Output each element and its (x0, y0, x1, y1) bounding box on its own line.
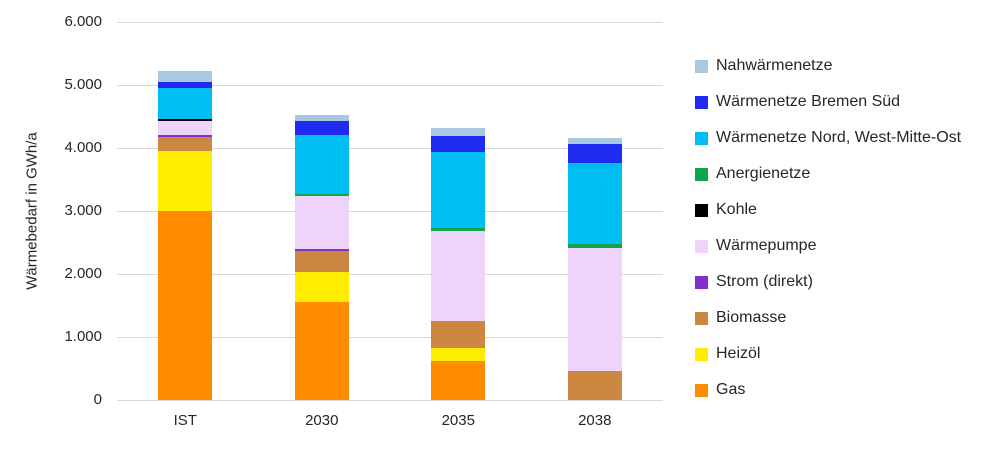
legend-item-wärmenetze-nord-west-mitte-ost: Wärmenetze Nord, West-Mitte-Ost (695, 120, 985, 156)
bar-ist-segment-kohle (158, 119, 213, 122)
y-tick-label-1000: 1.000 (64, 328, 102, 345)
legend-swatch-icon (695, 311, 708, 325)
legend-label: Anergienetze (716, 165, 811, 182)
bar-ist-segment-wärmepumpe (158, 121, 213, 136)
y-tick-label-5000: 5.000 (64, 76, 102, 93)
y-axis-title: Wärmebedarf in GWh/a (23, 132, 41, 290)
bar-2038-segment-wärmenetze-bremen-süd (567, 144, 622, 164)
legend-swatch-icon (695, 95, 708, 109)
bar-2038-segment-wärmepumpe (567, 247, 622, 371)
legend-label: Nahwärmenetze (716, 57, 833, 74)
bar-2038-segment-nahwärmenetze (567, 137, 622, 145)
bar-ist-segment-gas (158, 211, 213, 400)
legend-item-wärmenetze-bremen-süd: Wärmenetze Bremen Süd (695, 84, 985, 120)
legend-item-anergienetze: Anergienetze (695, 156, 985, 192)
x-tick-label-2035: 2035 (441, 412, 475, 429)
bar-2038-segment-anergienetze (567, 244, 622, 248)
gridline-3000 (117, 210, 663, 212)
legend-swatch-icon (695, 275, 708, 289)
legend-label: Strom (direkt) (716, 273, 813, 290)
legend-label: Gas (716, 381, 746, 398)
gridline-0 (117, 399, 663, 401)
legend-label: Heizöl (716, 345, 761, 362)
plot-area (117, 21, 663, 401)
x-tick-label-ist: IST (173, 412, 197, 429)
y-tick-label-6000: 6.000 (64, 13, 102, 30)
legend-item-heizöl: Heizöl (695, 336, 985, 372)
legend-item-kohle: Kohle (695, 192, 985, 228)
legend-label: Wärmenetze Bremen Süd (716, 93, 901, 110)
bar-2035-segment-wärmenetze-nord-west-mitte-ost (431, 152, 486, 228)
bar-2038 (567, 137, 622, 400)
bar-2035-segment-nahwärmenetze (431, 128, 486, 136)
legend-item-nahwärmenetze: Nahwärmenetze (695, 48, 985, 84)
legend-item-gas: Gas (695, 372, 985, 408)
legend-label: Biomasse (716, 309, 787, 326)
bar-2030-segment-wärmenetze-nord-west-mitte-ost (294, 134, 349, 195)
x-tick-label-2030: 2030 (305, 412, 339, 429)
gridline-4000 (117, 147, 663, 149)
legend-label: Wärmenetze Nord, West-Mitte-Ost (716, 129, 962, 146)
bar-ist-segment-wärmenetze-nord-west-mitte-ost (158, 88, 213, 120)
legend-swatch-icon (695, 59, 708, 73)
legend-label: Kohle (716, 201, 757, 218)
gridline-2000 (117, 273, 663, 275)
gridline-1000 (117, 336, 663, 338)
legend-item-biomasse: Biomasse (695, 300, 985, 336)
bar-2030-segment-biomasse (294, 250, 349, 272)
bar-2035-segment-heizöl (431, 348, 486, 361)
bar-2030-segment-anergienetze (294, 194, 349, 196)
bar-ist-segment-wärmenetze-bremen-süd (158, 81, 213, 89)
bar-ist-segment-strom-direkt (158, 135, 213, 137)
bar-2030-segment-nahwärmenetze (294, 115, 349, 122)
legend-item-strom-direkt: Strom (direkt) (695, 264, 985, 300)
bar-2030-segment-wärmepumpe (294, 195, 349, 250)
bar-2030-segment-heizöl (294, 271, 349, 302)
legend: Nahwärmenetze Wärmenetze Bremen Süd Wärmen… (695, 48, 985, 408)
bar-ist-segment-nahwärmenetze (158, 70, 213, 82)
bar-2030-segment-wärmenetze-bremen-süd (294, 121, 349, 135)
y-tick-label-0: 0 (93, 391, 102, 408)
legend-swatch-icon (695, 239, 708, 253)
bar-2035-segment-gas (431, 360, 486, 400)
bar-ist-segment-biomasse (158, 136, 213, 152)
x-tick-label-2038: 2038 (578, 412, 612, 429)
legend-swatch-icon (695, 131, 708, 145)
bar-2035-segment-wärmepumpe (431, 230, 486, 321)
legend-label: Wärmepumpe (716, 237, 817, 254)
legend-item-wärmepumpe: Wärmepumpe (695, 228, 985, 264)
bar-2035-segment-biomasse (431, 320, 486, 349)
bar-2030 (294, 115, 349, 400)
legend-swatch-icon (695, 167, 708, 181)
bar-2030-segment-gas (294, 301, 349, 400)
gridline-5000 (117, 84, 663, 86)
gridline-6000 (117, 21, 663, 23)
bar-ist (158, 70, 213, 400)
bar-2035 (431, 128, 486, 400)
bar-2038-segment-wärmenetze-nord-west-mitte-ost (567, 163, 622, 245)
bar-2035-segment-anergienetze (431, 227, 486, 231)
legend-swatch-icon (695, 203, 708, 217)
bar-2030-segment-strom-direkt (294, 249, 349, 251)
bar-ist-segment-heizöl (158, 151, 213, 211)
bar-2035-segment-wärmenetze-bremen-süd (431, 135, 486, 153)
bar-2038-segment-biomasse (567, 370, 622, 400)
legend-swatch-icon (695, 383, 708, 397)
legend-swatch-icon (695, 347, 708, 361)
